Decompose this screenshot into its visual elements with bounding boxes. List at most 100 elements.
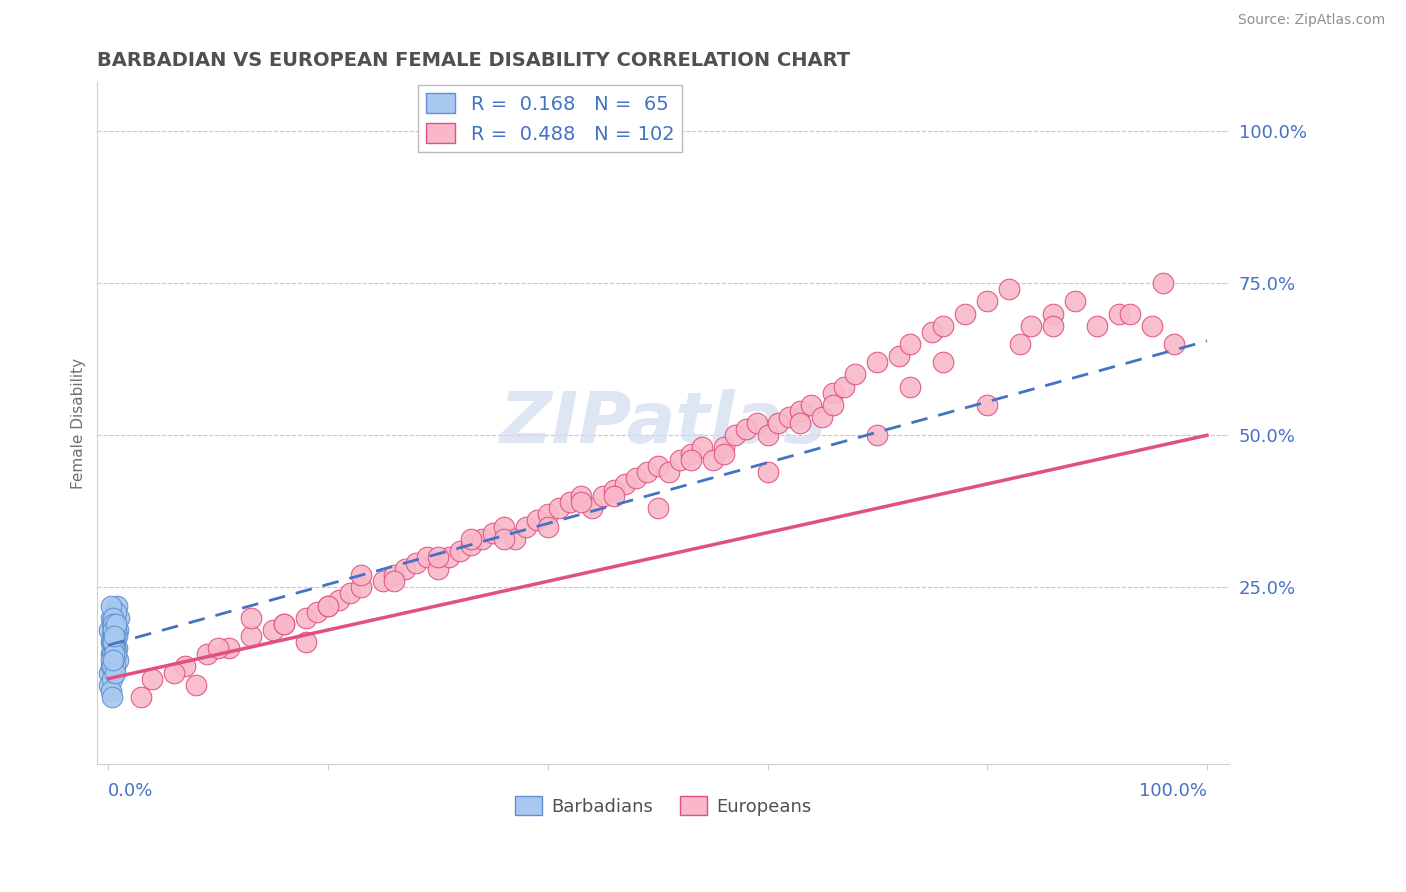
Point [1163, 337, 1185, 351]
Point [104, 629, 127, 643]
Point [101, 616, 124, 631]
Point [103, 629, 125, 643]
Point [394, 562, 416, 576]
Point [101, 616, 124, 631]
Point [104, 648, 127, 662]
Point [789, 416, 811, 430]
Point [100, 629, 122, 643]
Point [100, 672, 122, 686]
Point [932, 355, 955, 369]
Point [756, 428, 779, 442]
Point [679, 446, 702, 460]
Point [186, 678, 208, 692]
Point [471, 532, 494, 546]
Point [129, 690, 152, 704]
Point [789, 404, 811, 418]
Point [101, 611, 124, 625]
Point [636, 465, 658, 479]
Point [101, 623, 124, 637]
Point [647, 458, 669, 473]
Point [100, 635, 122, 649]
Point [103, 648, 125, 662]
Point [141, 672, 163, 686]
Point [834, 379, 856, 393]
Point [100, 683, 122, 698]
Point [844, 368, 866, 382]
Point [100, 659, 122, 673]
Point [100, 599, 122, 613]
Point [547, 501, 569, 516]
Point [690, 441, 713, 455]
Y-axis label: Female Disability: Female Disability [72, 358, 86, 489]
Point [104, 665, 127, 680]
Point [307, 605, 329, 619]
Text: ZIPatlas: ZIPatlas [499, 389, 827, 458]
Point [537, 508, 560, 522]
Point [955, 307, 977, 321]
Point [105, 599, 128, 613]
Point [101, 623, 124, 637]
Point [932, 318, 955, 333]
Point [104, 623, 127, 637]
Point [207, 641, 229, 656]
Point [382, 574, 405, 589]
Point [866, 428, 889, 442]
Point [174, 659, 197, 673]
Point [100, 659, 122, 673]
Point [1085, 318, 1108, 333]
Point [426, 562, 449, 576]
Point [105, 629, 128, 643]
Point [103, 635, 125, 649]
Point [460, 532, 482, 546]
Point [482, 525, 505, 540]
Point [866, 355, 889, 369]
Point [104, 629, 127, 643]
Point [613, 477, 636, 491]
Point [350, 568, 373, 582]
Point [103, 665, 125, 680]
Point [823, 398, 845, 412]
Point [273, 616, 295, 631]
Point [104, 659, 127, 673]
Point [416, 549, 439, 564]
Point [101, 616, 124, 631]
Point [811, 409, 834, 424]
Point [108, 611, 131, 625]
Point [460, 538, 482, 552]
Point [889, 349, 911, 363]
Point [756, 465, 779, 479]
Point [240, 629, 263, 643]
Point [101, 653, 124, 667]
Point [800, 398, 823, 412]
Point [100, 641, 122, 656]
Point [262, 623, 284, 637]
Point [823, 385, 845, 400]
Text: Source: ZipAtlas.com: Source: ZipAtlas.com [1237, 13, 1385, 28]
Point [103, 641, 125, 656]
Point [103, 611, 125, 625]
Point [105, 605, 128, 619]
Point [526, 513, 548, 527]
Point [592, 489, 614, 503]
Point [1064, 294, 1087, 309]
Point [316, 599, 339, 613]
Point [426, 549, 449, 564]
Point [898, 379, 921, 393]
Point [921, 325, 943, 339]
Point [350, 580, 373, 594]
Point [100, 635, 122, 649]
Point [295, 611, 318, 625]
Point [105, 641, 128, 656]
Point [1140, 318, 1163, 333]
Point [100, 635, 122, 649]
Point [976, 294, 998, 309]
Point [723, 428, 745, 442]
Point [100, 648, 122, 662]
Point [101, 635, 124, 649]
Point [1042, 307, 1064, 321]
Point [105, 616, 128, 631]
Point [371, 574, 394, 589]
Point [100, 653, 122, 667]
Point [98, 665, 121, 680]
Point [515, 519, 537, 533]
